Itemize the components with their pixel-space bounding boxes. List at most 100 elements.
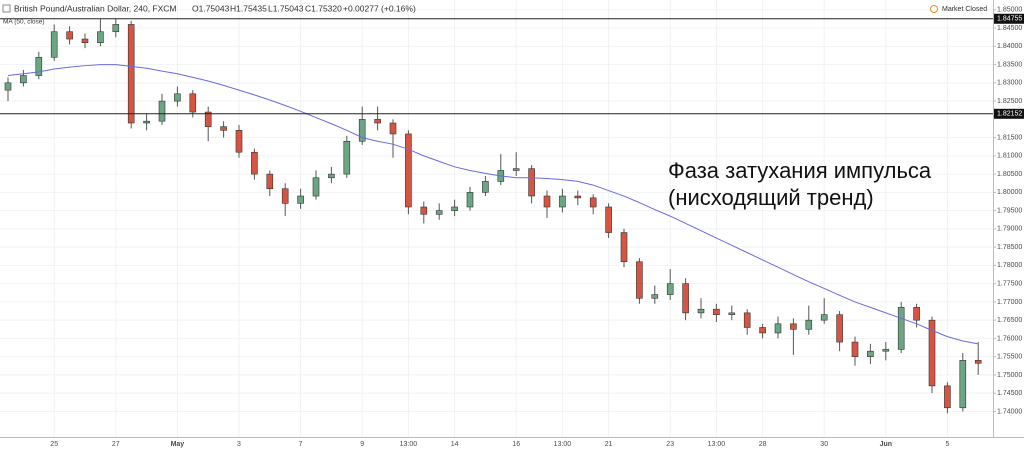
candle-body [328, 173, 335, 179]
candle-body [143, 120, 150, 124]
candle-body [20, 75, 27, 84]
candle-body [713, 308, 720, 315]
candle-body [882, 349, 890, 352]
candle-body [482, 181, 489, 193]
candle-body [343, 140, 351, 175]
candle-body [97, 31, 104, 43]
candle-body [543, 195, 551, 208]
x-tick-label: 25 [50, 441, 58, 448]
candle-body [435, 210, 443, 215]
candle-body [220, 126, 227, 131]
status-icon [930, 5, 938, 13]
candle-body [867, 350, 874, 357]
candle-body [728, 312, 736, 315]
candle-body [559, 195, 566, 208]
candle-body [312, 177, 320, 197]
ohlc-close: C1.75320 [305, 3, 342, 13]
candle-body [4, 82, 12, 91]
candle-body [266, 173, 274, 190]
candle-body [928, 319, 936, 387]
y-tick-label: 1.80500 [997, 171, 1022, 178]
candle-body [466, 192, 474, 208]
candle-body [389, 122, 397, 135]
y-tick-label: 1.80000 [997, 189, 1022, 196]
candle-body [666, 283, 674, 295]
x-tick-label: 30 [820, 441, 828, 448]
candle-body [405, 133, 412, 208]
moving-average-line [7, 64, 979, 345]
y-tick-label: 1.84500 [997, 25, 1022, 32]
x-tick-label: 27 [112, 441, 120, 448]
candle-body [35, 56, 43, 76]
y-tick-label: 1.83500 [997, 61, 1022, 68]
candle-body [251, 151, 258, 175]
candle-body [112, 24, 120, 33]
plot-area [0, 18, 993, 414]
y-tick-label: 1.76500 [997, 317, 1022, 324]
candle-body [620, 232, 628, 263]
candle-body [974, 360, 982, 364]
candle-body [589, 197, 597, 208]
candle-body [851, 341, 859, 357]
y-tick-label: 1.79000 [997, 226, 1022, 233]
y-tick-label: 1.81000 [997, 153, 1022, 160]
candle-body [636, 261, 643, 299]
ohlc-change: +0.00277 (+0.16%) [343, 3, 416, 13]
y-tick-label: 1.83000 [997, 80, 1022, 87]
y-tick-label: 1.79500 [997, 207, 1022, 214]
price-label-box [994, 13, 1024, 24]
x-tick-label: 13:00 [708, 441, 726, 448]
x-tick-label: Jun [880, 441, 892, 448]
candle-body [697, 308, 705, 314]
candle-body [759, 327, 766, 334]
candle-body [127, 24, 135, 124]
chart-title: British Pound/Australian Dollar, 240, FX… [14, 3, 177, 13]
candle-body [50, 31, 58, 58]
x-tick-label: 9 [360, 441, 364, 448]
candle-body [682, 283, 689, 314]
x-tick-label: 16 [512, 441, 520, 448]
indicator-label[interactable]: MA (50, close) [3, 19, 45, 26]
symbol-icon [2, 4, 11, 13]
candle-body [374, 119, 381, 124]
x-tick-label: 7 [299, 441, 303, 448]
candle-body [605, 206, 612, 233]
ohlc-low: L1.75043 [268, 3, 304, 13]
candle-body [574, 195, 582, 199]
candle-body [959, 360, 967, 409]
candle-body [790, 323, 797, 330]
candle-body [820, 314, 828, 321]
x-tick-label: 23 [666, 441, 674, 448]
candle-body [174, 93, 181, 102]
y-tick-label: 1.77000 [997, 299, 1022, 306]
candle-body [512, 168, 520, 171]
candle-body [204, 111, 212, 127]
candle-body [805, 319, 813, 330]
candle-body [897, 307, 905, 350]
candle-body [451, 206, 458, 211]
y-tick-label: 1.75000 [997, 372, 1022, 379]
candle-body [297, 195, 304, 204]
x-tick-label: 13:00 [400, 441, 418, 448]
x-tick-label: 28 [759, 441, 767, 448]
x-tick-label: 5 [945, 441, 949, 448]
y-tick-label: 1.76000 [997, 335, 1022, 342]
candle-body [774, 323, 782, 334]
candle-body [528, 168, 535, 197]
candle-body [913, 307, 920, 321]
candle-body [235, 130, 243, 153]
price-label: 1.82152 [997, 111, 1022, 118]
x-tick-label: 14 [451, 441, 459, 448]
candle-body [836, 314, 843, 343]
annotation: Фаза затухания импульса [668, 158, 932, 183]
price-label: 1.84755 [997, 16, 1022, 23]
candle-body [281, 188, 289, 204]
x-tick-label: May [171, 441, 185, 448]
candle-body [189, 93, 197, 113]
ohlc-open: O1.75043 [192, 3, 230, 13]
y-tick-label: 1.74500 [997, 390, 1022, 397]
candle-body [420, 206, 428, 215]
grid [0, 0, 993, 437]
